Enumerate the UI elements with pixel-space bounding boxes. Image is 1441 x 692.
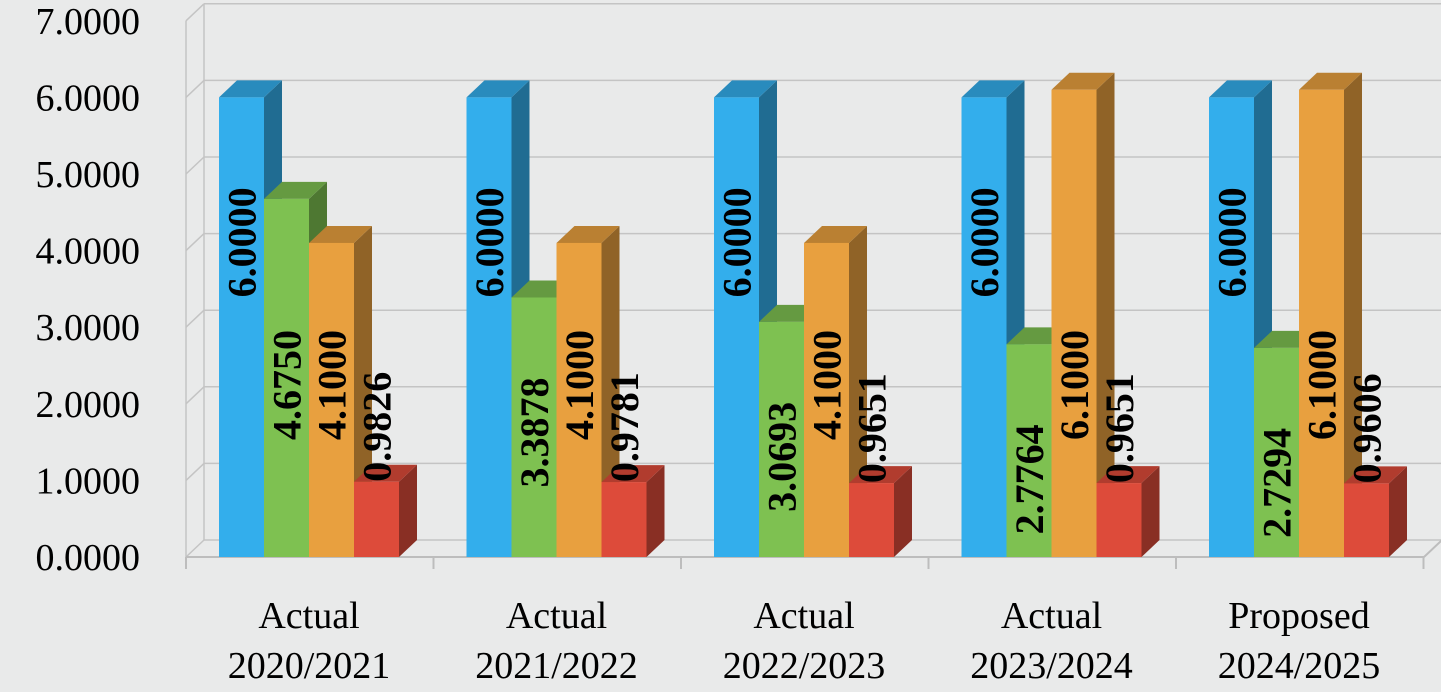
bar: [354, 481, 399, 557]
bar: [556, 242, 602, 557]
gridline-side: [185, 462, 205, 481]
bar: [1051, 89, 1097, 558]
bar-side: [1141, 466, 1160, 557]
bar-top: [466, 80, 530, 98]
y-tick-label: 3.0000: [36, 307, 141, 349]
bar: [601, 482, 647, 557]
bar-side: [1096, 72, 1115, 558]
bar: [219, 97, 264, 558]
y-tick-label: 6.0000: [36, 77, 141, 119]
data-label: 6.0000: [467, 187, 512, 297]
y-tick-label: 2.0000: [36, 384, 141, 426]
data-label: 6.0000: [220, 187, 265, 297]
x-category-label: 2024/2025: [1218, 645, 1381, 687]
x-category-label: Proposed: [1228, 595, 1369, 637]
bar: [1006, 344, 1052, 557]
x-category-label: 2020/2021: [228, 645, 391, 687]
gridline-side: [185, 79, 205, 98]
bar-top: [1096, 466, 1160, 484]
bar-top: [849, 466, 912, 484]
bar-top: [714, 80, 777, 98]
data-label: 6.0000: [1210, 187, 1255, 297]
bar-top: [1209, 80, 1272, 98]
x-category-label: 2022/2023: [723, 645, 886, 687]
bar-top: [264, 181, 327, 199]
data-label: 4.1000: [557, 330, 602, 440]
bar-side: [1344, 72, 1362, 558]
y-tick-label: 0.0000: [36, 537, 141, 579]
bar: [1209, 97, 1254, 558]
gridline-side: [185, 3, 205, 22]
data-label: 0.9651: [1097, 373, 1142, 483]
bar-side: [399, 464, 417, 557]
x-category-label: Actual: [506, 595, 607, 637]
bar-side: [894, 466, 912, 557]
data-label: 4.1000: [310, 330, 355, 440]
data-label: 6.1000: [1300, 330, 1345, 440]
bar: [759, 321, 804, 557]
data-label: 4.6750: [265, 330, 310, 440]
bar-top: [556, 225, 620, 243]
bar: [804, 242, 849, 557]
bar: [1299, 89, 1344, 558]
bar-side: [646, 465, 665, 557]
x-category-label: 2021/2022: [475, 645, 638, 687]
bar: [961, 97, 1007, 558]
bar-top: [601, 465, 665, 483]
data-label: 0.9606: [1345, 373, 1390, 483]
y-tick-label: 5.0000: [36, 154, 141, 196]
gridline-side: [185, 156, 205, 175]
bar-top: [309, 225, 372, 243]
bar-top: [1051, 72, 1115, 90]
bar-top: [354, 464, 417, 482]
gridline-side: [185, 233, 205, 252]
data-label: 6.0000: [962, 187, 1007, 297]
bars: [219, 72, 1407, 558]
data-label: 3.0693: [760, 402, 805, 512]
gridline-side: [185, 386, 205, 405]
bar: [714, 97, 759, 558]
data-label: 6.1000: [1052, 330, 1097, 440]
data-label: 0.9826: [355, 372, 400, 482]
bar-top: [804, 225, 867, 243]
data-label: 2.7294: [1255, 428, 1300, 538]
data-label: 0.9651: [850, 373, 895, 483]
bar-top: [1344, 466, 1407, 484]
x-category-label: Actual: [1001, 595, 1102, 637]
bar-top: [1299, 72, 1362, 90]
data-label: 3.3878: [512, 377, 557, 487]
gridline-side: [185, 539, 205, 558]
x-category-label: Actual: [753, 595, 854, 637]
y-tick-label: 4.0000: [36, 231, 141, 273]
bar: [849, 483, 894, 557]
bar: [1096, 483, 1142, 557]
data-label: 4.1000: [805, 330, 850, 440]
bar: [511, 297, 557, 557]
gridline-side: [185, 309, 205, 328]
bar: [466, 97, 512, 558]
bar-side: [1389, 466, 1407, 557]
x-category-label: 2023/2024: [970, 645, 1133, 687]
x-category-label: Actual: [258, 595, 359, 637]
x-axis-edge: [1423, 539, 1441, 558]
data-label: 2.7764: [1007, 424, 1052, 534]
bar: [309, 242, 354, 557]
bar: [264, 198, 309, 557]
axes: 0.0000 1.0000 2.0000 3.0000 4.0000 5.0000 6.00…: [36, 1, 1441, 687]
data-label: 6.0000: [715, 187, 760, 297]
data-label: 0.9781: [602, 372, 647, 482]
bar-top: [219, 80, 282, 98]
bar: [1344, 483, 1389, 557]
bar: [1254, 347, 1299, 557]
y-tick-label: 1.0000: [36, 460, 141, 502]
bar-top: [961, 80, 1025, 98]
y-tick-label: 7.0000: [36, 1, 141, 43]
